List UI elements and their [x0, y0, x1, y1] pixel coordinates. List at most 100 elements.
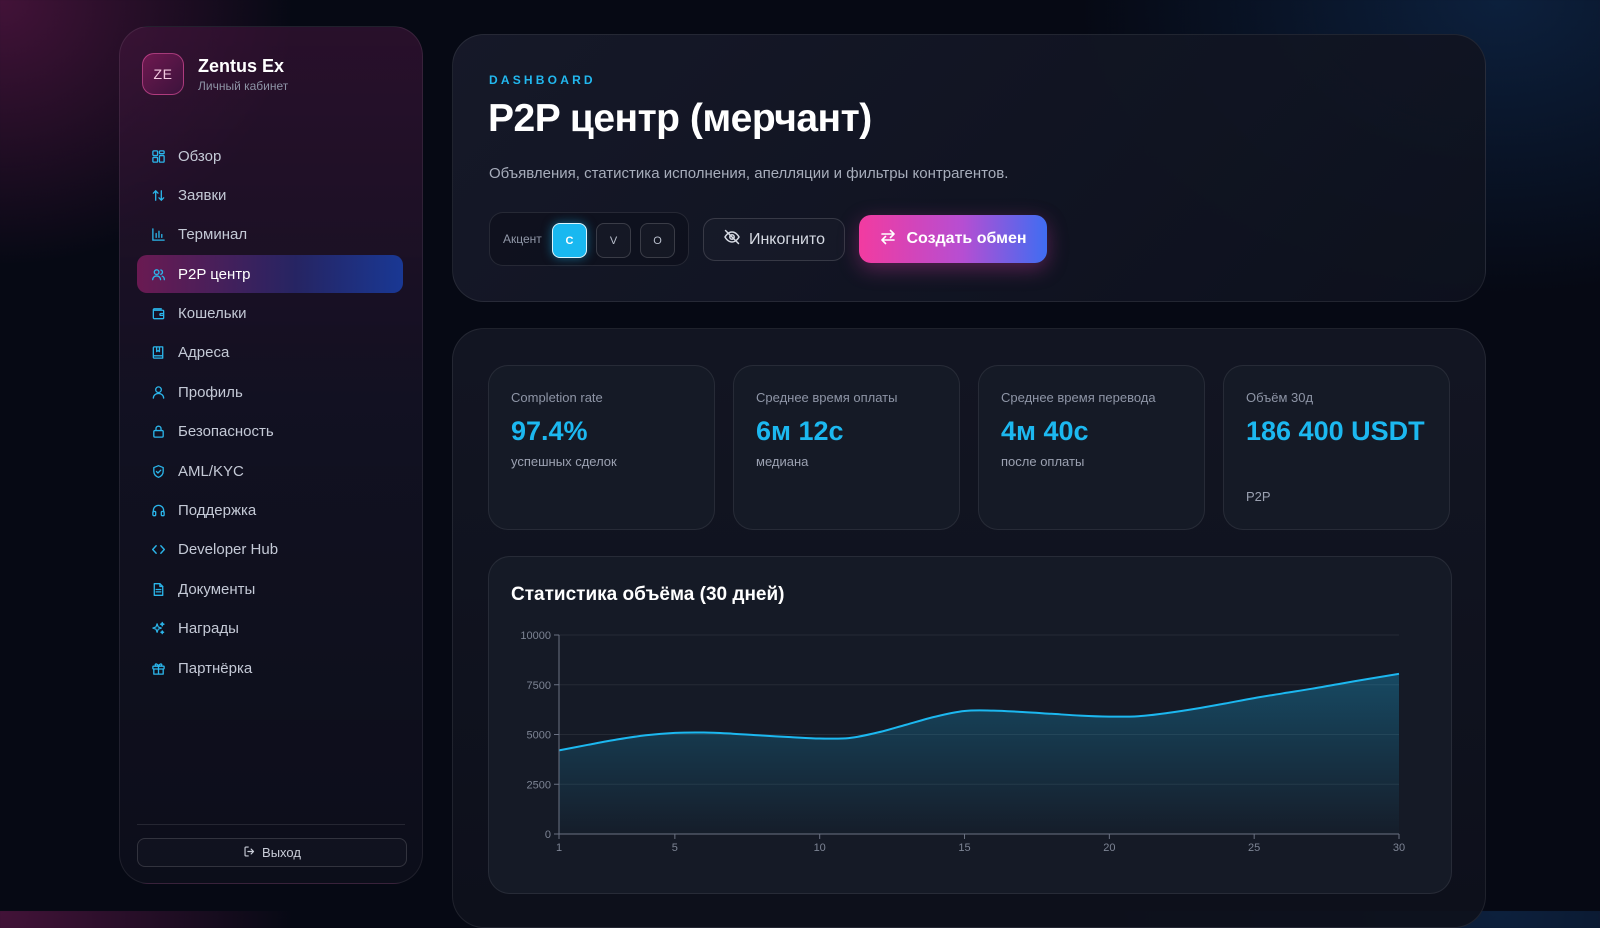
brand-subtitle: Личный кабинет	[198, 78, 289, 93]
stat-sub: медиана	[756, 454, 809, 469]
x-tick-label: 25	[1248, 842, 1260, 854]
sidebar-item-label: Терминал	[178, 226, 248, 244]
sidebar-item-rewards[interactable]: Награды	[137, 610, 403, 648]
stat-label: Объём 30д	[1246, 390, 1314, 405]
y-tick-label: 5000	[527, 730, 551, 742]
stat-value: 6м 12с	[756, 416, 844, 446]
book-icon	[150, 345, 166, 361]
sidebar-item-label: Награды	[178, 620, 239, 638]
sidebar-item-label: P2P центр	[178, 265, 251, 283]
sidebar-item-label: Кошельки	[178, 305, 247, 323]
sidebar-item-label: Партнёрка	[178, 659, 253, 677]
brand-name: Zentus Ex	[198, 55, 285, 76]
x-tick-label: 30	[1393, 842, 1405, 854]
sidebar-item-orders[interactable]: Заявки	[137, 176, 403, 214]
bar-chart-icon	[150, 227, 166, 243]
sidebar-item-label: Developer Hub	[178, 541, 279, 559]
wallet-icon	[150, 306, 166, 322]
sidebar-divider	[137, 824, 405, 825]
sidebar-item-label: Адреса	[178, 344, 230, 362]
sidebar-item-support[interactable]: Поддержка	[137, 492, 403, 530]
volume-chart-card: Статистика объёма (30 дней) 0 2500 5000 750…	[488, 556, 1452, 894]
logout-label: Выход	[262, 845, 301, 860]
sidebar: ZE Zentus Ex Личный кабинет Обзор Заявки…	[119, 26, 423, 884]
y-tick-label: 2500	[527, 779, 551, 791]
header-panel: DASHBOARD P2P центр (мерчант) Объявления…	[452, 34, 1486, 302]
accent-option-o[interactable]: O	[640, 223, 675, 258]
stat-sub: P2P	[1246, 489, 1271, 504]
brand-text: Zentus Ex Личный кабинет	[198, 55, 288, 94]
sidebar-item-wallets[interactable]: Кошельки	[137, 295, 403, 333]
incognito-button[interactable]: Инкогнито	[703, 218, 845, 261]
accent-option-v[interactable]: V	[596, 223, 631, 258]
sidebar-item-developer-hub[interactable]: Developer Hub	[137, 531, 403, 569]
series-line	[558, 672, 1400, 752]
create-exchange-button[interactable]: Создать обмен	[859, 215, 1047, 263]
document-icon	[150, 581, 166, 597]
stat-label: Среднее время перевода	[1001, 390, 1156, 405]
stat-label: Среднее время оплаты	[756, 390, 898, 405]
sidebar-item-terminal[interactable]: Терминал	[137, 216, 403, 254]
sidebar-item-documents[interactable]: Документы	[137, 570, 403, 608]
sparkles-icon	[150, 621, 166, 637]
stat-card-payment-time: Среднее время оплаты 6м 12с медиана	[733, 365, 960, 530]
brand-avatar: ZE	[142, 53, 184, 95]
headset-icon	[150, 503, 166, 519]
page-title: P2P центр (мерчант)	[488, 97, 872, 140]
sidebar-item-label: Обзор	[178, 147, 222, 165]
x-tick-label: 10	[814, 842, 826, 854]
sidebar-nav: Обзор Заявки Терминал P2P центр Кошельки…	[137, 137, 403, 688]
accent-option-c[interactable]: C	[552, 223, 587, 258]
incognito-label: Инкогнито	[748, 230, 826, 248]
logout-icon	[243, 845, 256, 861]
sidebar-item-affiliate[interactable]: Партнёрка	[137, 649, 403, 687]
stat-value: 97.4%	[511, 416, 588, 446]
series-area-fill	[559, 673, 1399, 834]
sidebar-item-label: Профиль	[178, 383, 243, 401]
main-panel: Completion rate 97.4% успешных сделок Ср…	[452, 328, 1486, 928]
page-description: Объявления, статистика исполнения, апелл…	[489, 165, 1009, 182]
stat-label: Completion rate	[511, 390, 603, 405]
arrows-updown-icon	[150, 187, 166, 203]
stat-sub: после оплаты	[1001, 454, 1085, 469]
y-tick-label: 0	[545, 829, 551, 841]
grid-icon	[150, 148, 166, 164]
accent-switcher: Акцент C V O	[489, 212, 689, 266]
sidebar-item-security[interactable]: Безопасность	[137, 413, 403, 451]
logout-button[interactable]: Выход	[137, 838, 407, 867]
sidebar-item-label: Поддержка	[178, 502, 257, 520]
x-tick-label: 1	[556, 842, 562, 854]
sidebar-item-addresses[interactable]: Адреса	[137, 334, 403, 372]
create-exchange-label: Создать обмен	[906, 230, 1027, 247]
sidebar-item-label: AML/KYC	[178, 462, 244, 480]
gift-icon	[150, 660, 166, 676]
sidebar-item-p2p[interactable]: P2P центр	[137, 255, 403, 294]
sidebar-item-aml-kyc[interactable]: AML/KYC	[137, 452, 403, 490]
eye-off-icon	[723, 228, 741, 251]
stat-sub: успешных сделок	[511, 454, 617, 469]
stat-value: 186 400 USDT	[1246, 416, 1425, 446]
x-tick-label: 15	[958, 842, 970, 854]
brand: ZE Zentus Ex Личный кабинет	[142, 53, 288, 95]
eyebrow-label: DASHBOARD	[489, 73, 596, 87]
sidebar-item-profile[interactable]: Профиль	[137, 373, 403, 411]
y-tick-label: 7500	[527, 680, 551, 692]
swap-icon	[879, 228, 897, 251]
y-tick-label: 10000	[520, 630, 551, 642]
users-icon	[150, 266, 166, 282]
user-icon	[150, 384, 166, 400]
stat-card-volume: Объём 30д 186 400 USDT P2P	[1223, 365, 1450, 530]
stat-card-transfer-time: Среднее время перевода 4м 40с после опла…	[978, 365, 1205, 530]
shield-check-icon	[150, 463, 166, 479]
sidebar-item-label: Документы	[178, 580, 256, 598]
accent-label: Акцент	[503, 232, 542, 246]
stat-card-completion: Completion rate 97.4% успешных сделок	[488, 365, 715, 530]
sidebar-item-label: Безопасность	[178, 423, 274, 441]
sidebar-item-label: Заявки	[178, 186, 227, 204]
sidebar-item-overview[interactable]: Обзор	[137, 137, 403, 175]
lock-icon	[150, 424, 166, 440]
chart-title: Статистика объёма (30 дней)	[511, 584, 785, 605]
stat-value: 4м 40с	[1001, 416, 1089, 446]
x-tick-label: 5	[672, 842, 678, 854]
